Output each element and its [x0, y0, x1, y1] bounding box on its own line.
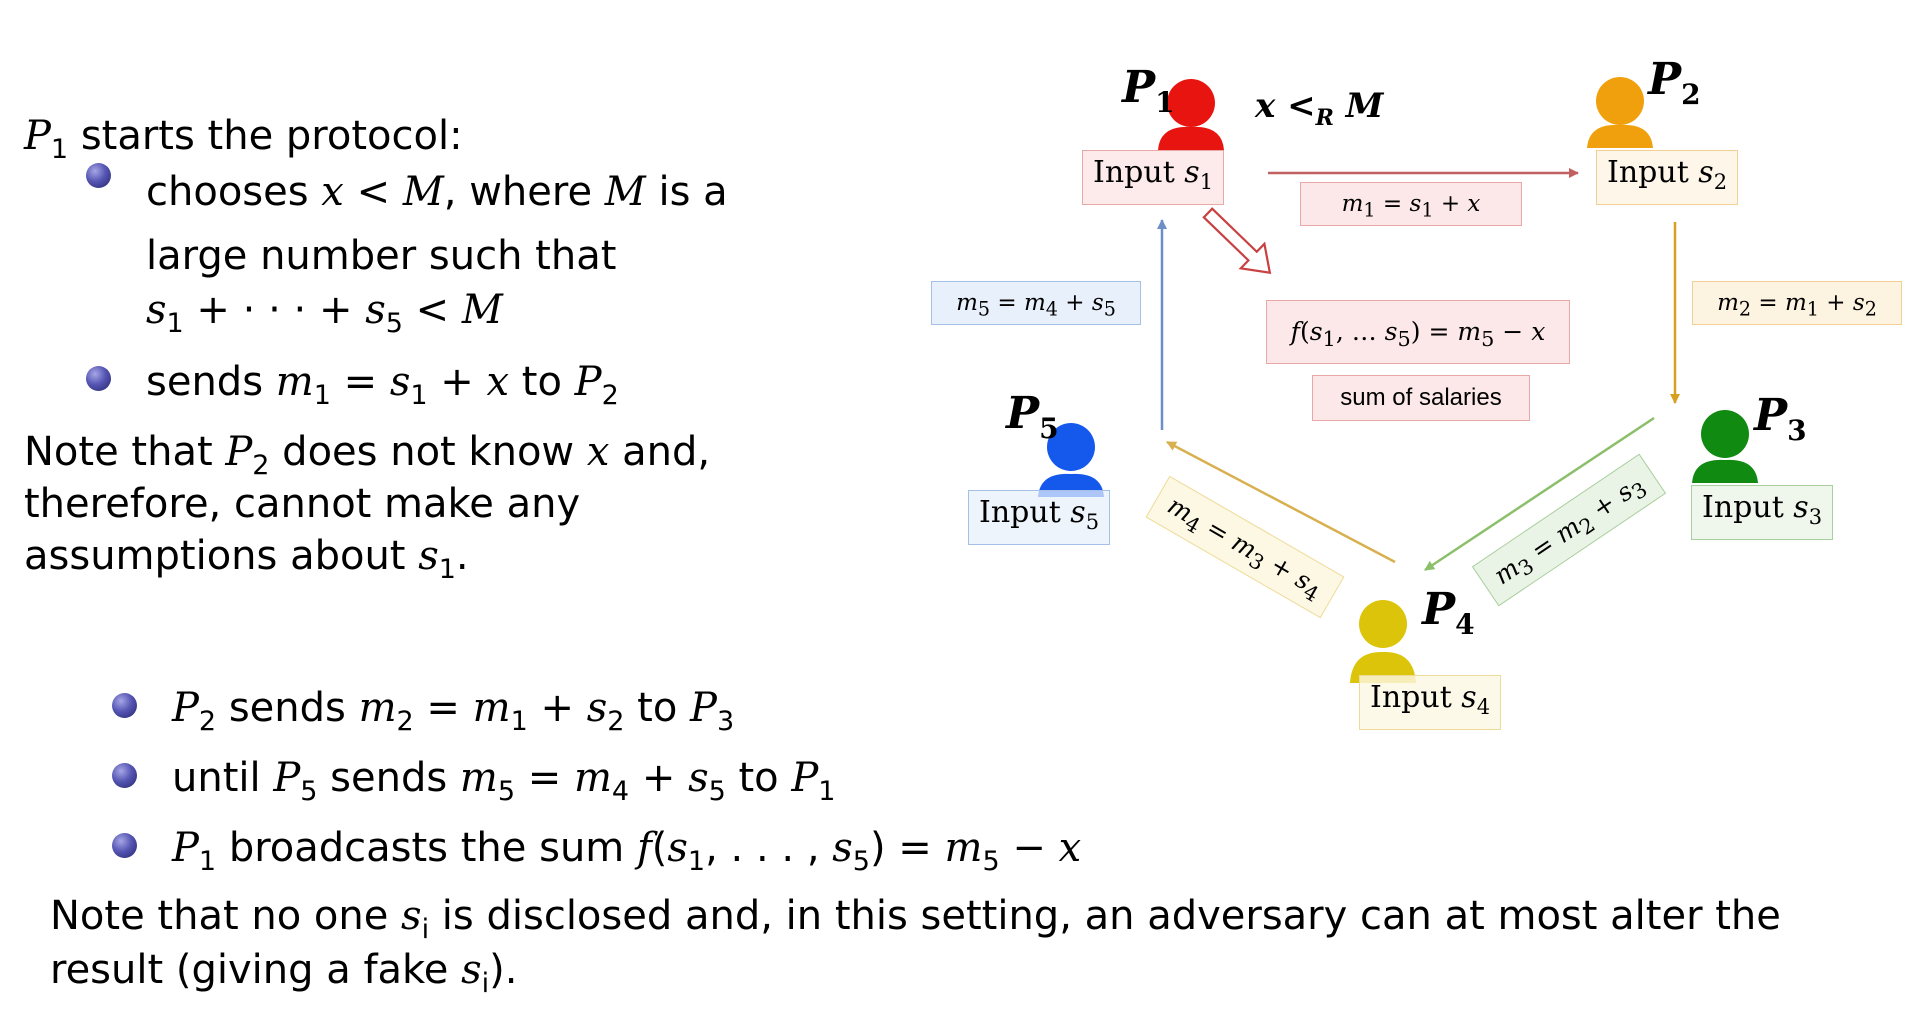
- intro-line: P1 starts the protocol:: [24, 113, 463, 165]
- message-m1-label: m1 = s1 + x: [1300, 182, 1522, 226]
- message-m2-label: m2 = m1 + s2: [1692, 281, 1902, 325]
- bullet-sends-m1: sends m1 = s1 + x to P2: [146, 359, 619, 411]
- person-icon-p3: [1692, 410, 1758, 483]
- arrow-p4-to-p5: [1166, 440, 1396, 564]
- bullet-icon: [112, 763, 137, 788]
- input-box-p5: Input s5: [968, 490, 1111, 545]
- arrow-p3-to-p4: [1424, 416, 1655, 572]
- input-box-p4: Input s4: [1359, 675, 1502, 730]
- party-label-p5: P5: [1006, 388, 1059, 445]
- bullet-icon: [112, 833, 137, 858]
- input-box-p1: Input s1: [1082, 150, 1225, 205]
- bullet-p2-sends: P2 sends m2 = m1 + s2 to P3: [172, 685, 735, 737]
- result-formula-box: f(s1, … s5) = m5 − x: [1266, 300, 1570, 364]
- note2-line2: result (giving a fake si).: [50, 947, 518, 999]
- bullet-chooses-line3: s1 + · · · + s5 < M: [146, 287, 503, 339]
- x-less-than-M: x <R M: [1255, 86, 1384, 131]
- bullet-chooses-line1: chooses x < M, where M is a: [146, 169, 728, 215]
- message-m5-label: m5 = m4 + s5: [931, 281, 1141, 325]
- note2-line1: Note that no one si is disclosed and, in…: [50, 893, 1781, 945]
- result-caption-box: sum of salaries: [1312, 375, 1530, 421]
- party-label-p4: P4: [1422, 584, 1475, 641]
- bullet-until-p5: until P5 sends m5 = m4 + s5 to P1: [172, 755, 836, 807]
- note1-line1: Note that P2 does not know x and,: [24, 429, 711, 481]
- person-icon-p1: [1158, 79, 1224, 150]
- party-label-p2: P2: [1648, 54, 1701, 111]
- input-box-p2: Input s2: [1596, 150, 1739, 205]
- party-label-p1: P1: [1122, 62, 1175, 119]
- bullet-icon: [86, 163, 111, 188]
- person-icon-p4: [1350, 600, 1416, 683]
- party-label-p3: P3: [1754, 390, 1807, 447]
- bullet-chooses-line2: large number such that: [146, 233, 617, 279]
- bullet-icon: [86, 366, 111, 391]
- person-icon-p2: [1587, 77, 1653, 148]
- bullet-broadcasts: P1 broadcasts the sum f(s1, . . . , s5) …: [172, 825, 1082, 877]
- input-box-p3: Input s3: [1691, 485, 1834, 540]
- note1-line2: therefore, cannot make any: [24, 481, 581, 527]
- note1-line3: assumptions about s1.: [24, 533, 469, 585]
- bullet-icon: [112, 693, 137, 718]
- result-arrow: [1202, 207, 1272, 275]
